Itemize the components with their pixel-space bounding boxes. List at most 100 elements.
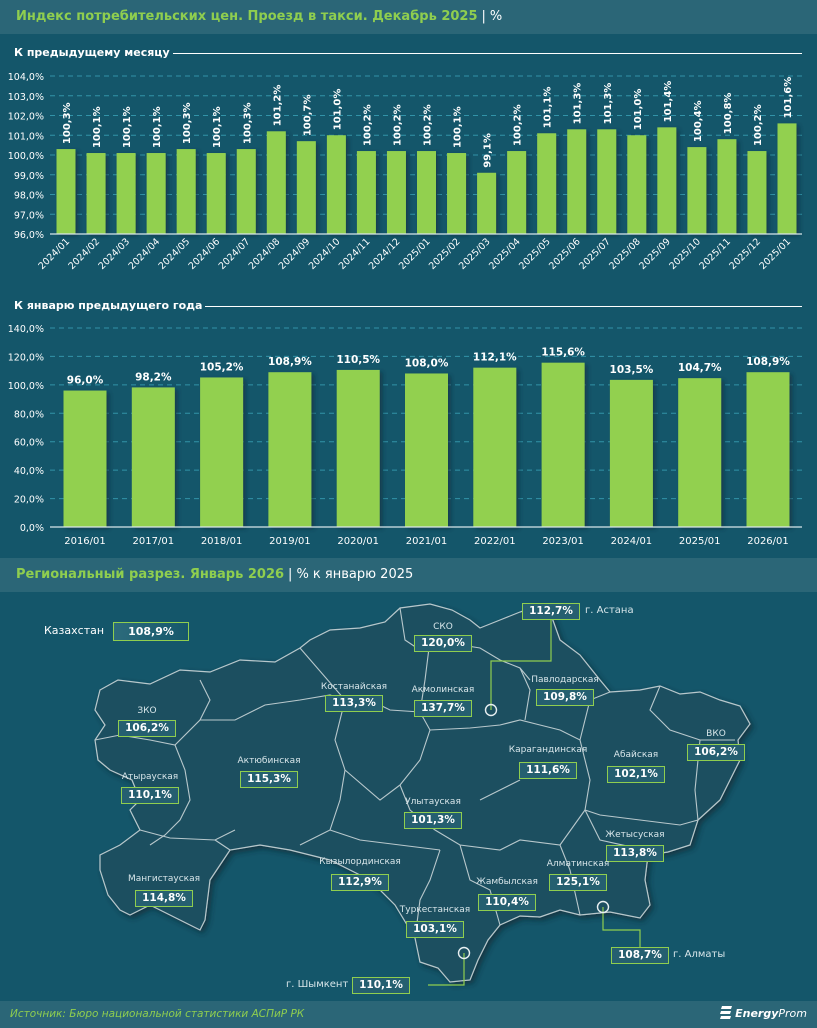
regional-title: Региональный разрез. Январь 2026 |% к янв… [16, 567, 413, 582]
chart-yearly: 0,0% 20,0% 40,0% 60,0% 80,0% 100,0% 120,0% 140,… [8, 324, 802, 547]
city-leaders [428, 620, 641, 986]
bar [266, 131, 286, 234]
city-name: г. Алматы [673, 949, 726, 960]
country-label: Казахстан [44, 624, 105, 637]
data-label: 98,2% [135, 371, 172, 383]
data-label: 100,1% [92, 106, 103, 148]
x-tick-label: 2019/01 [269, 536, 311, 547]
city-value: 108,7% [611, 947, 669, 964]
bar [567, 129, 587, 234]
bar [541, 362, 585, 527]
region-name: Кызылординская [319, 857, 401, 867]
y-tick-label: 98,0% [14, 191, 44, 202]
bar [687, 147, 707, 234]
data-label: 108,0% [405, 357, 449, 369]
y-tick-label: 100,0% [8, 151, 44, 162]
region-value: 109,8% [536, 689, 594, 706]
region-name: Алматинская [546, 859, 610, 869]
region-name: ЗКО [137, 706, 157, 716]
region-value: 106,2% [118, 720, 176, 737]
bar [717, 139, 737, 234]
region-name: Туркестанская [399, 905, 471, 915]
bar [477, 172, 497, 234]
data-label: 101,0% [332, 89, 343, 131]
data-label: 100,1% [152, 106, 163, 148]
bar [56, 149, 76, 234]
data-label: 100,1% [453, 106, 464, 148]
region-value: 113,8% [606, 845, 664, 862]
x-tick-label: 2025/01 [679, 536, 721, 547]
bar [356, 151, 376, 234]
regional-title-unit: % к январю 2025 [296, 567, 414, 582]
x-tick-label: 2020/01 [337, 536, 379, 547]
bar [447, 153, 467, 234]
data-label: 96,0% [67, 375, 104, 387]
x-tick-label: 2024/01 [611, 536, 653, 547]
region-value: 111,6% [519, 762, 577, 779]
data-label: 108,9% [268, 356, 312, 368]
y-tick-label: 96,0% [14, 230, 44, 241]
header-bar: Индекс потребительских цен. Проезд в так… [0, 0, 817, 34]
chart2-title: К январю предыдущего года [14, 299, 206, 312]
data-label: 100,1% [212, 106, 223, 148]
y-tick-label: 97,0% [14, 210, 44, 221]
data-label: 100,3% [182, 102, 193, 144]
footer: Источник: Бюро национальной статистики А… [0, 1001, 817, 1028]
data-label: 100,8% [723, 93, 734, 135]
almaty-marker-icon [596, 900, 610, 914]
bar [627, 135, 647, 234]
page-title: Индекс потребительских цен. Проезд в так… [16, 9, 502, 24]
x-tick-label: 2026/01 [747, 536, 789, 547]
regional-title-text: Региональный разрез. Январь 2026 [16, 567, 285, 582]
data-label: 101,3% [573, 83, 584, 125]
data-label: 115,6% [541, 347, 585, 359]
y-tick-label: 104,0% [8, 72, 44, 83]
y-tick-label: 102,0% [8, 112, 44, 123]
data-label: 100,3% [242, 102, 253, 144]
data-label: 100,2% [513, 104, 524, 146]
bar [116, 153, 136, 234]
bar [206, 153, 226, 234]
x-tick-label: 2018/01 [201, 536, 243, 547]
data-label: 101,4% [663, 81, 674, 123]
regional-header-bar: Региональный разрез. Январь 2026 |% к янв… [0, 558, 817, 592]
region-value: 106,2% [687, 744, 745, 761]
data-label: 100,4% [693, 100, 704, 142]
region-value: 125,1% [549, 874, 607, 891]
data-label: 101,2% [272, 85, 283, 127]
y-tick-label: 140,0% [8, 324, 44, 335]
shymkent-marker-icon [457, 946, 471, 960]
data-label: 101,1% [543, 87, 554, 129]
bar [176, 149, 196, 234]
y-tick-label: 100,0% [8, 381, 44, 392]
bar [200, 377, 244, 527]
region-value: 113,3% [325, 695, 383, 712]
data-label: 100,7% [302, 95, 313, 137]
x-tick-label: 2023/01 [542, 536, 584, 547]
region-name: Павлодарская [531, 675, 599, 685]
bar [86, 153, 106, 234]
data-label: 100,1% [122, 106, 133, 148]
x-tick-label: 2021/01 [406, 536, 448, 547]
city-value: 112,7% [522, 603, 580, 620]
data-label: 100,2% [362, 104, 373, 146]
region-name: Улытауская [405, 797, 461, 807]
region-name: Актюбинская [237, 756, 301, 766]
bar [131, 387, 175, 527]
region-value: 102,1% [607, 766, 665, 783]
region-name: Костанайская [320, 682, 388, 692]
region-value: 103,1% [406, 921, 464, 938]
bar [63, 390, 107, 527]
city-name: г. Шымкент [286, 979, 349, 990]
bar [777, 123, 797, 234]
data-label: 100,2% [423, 104, 434, 146]
region-value: 110,1% [121, 787, 179, 804]
y-tick-label: 99,0% [14, 171, 44, 182]
region-value: 137,7% [414, 700, 472, 717]
data-label: 105,2% [200, 361, 244, 373]
chart1-title-rule [150, 53, 802, 54]
bar [296, 141, 316, 234]
region-value: 112,9% [331, 874, 389, 891]
x-tick-label: 2017/01 [133, 536, 175, 547]
bar [386, 151, 406, 234]
